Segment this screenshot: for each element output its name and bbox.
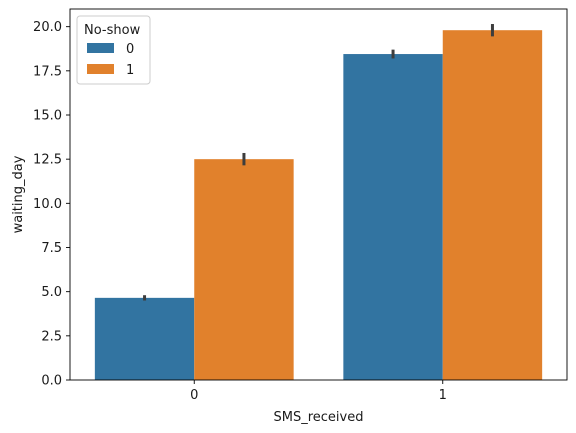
errorbars-layer	[143, 24, 494, 301]
y-tick-label: 17.5	[33, 64, 62, 79]
bar-series-0-cat-0	[94, 297, 195, 380]
legend-label-0: 0	[126, 42, 134, 57]
y-axis-label: waiting_day	[11, 155, 26, 233]
legend-label-1: 1	[126, 63, 134, 78]
bar-series-0-cat-1	[343, 54, 443, 381]
legend: No-show 0 1	[76, 15, 151, 85]
legend-title: No-show	[84, 23, 141, 38]
legend-swatch-0	[87, 43, 114, 53]
x-axis-label: SMS_received	[274, 410, 364, 425]
y-tick-label: 2.5	[41, 329, 62, 344]
y-tick-label: 15.0	[33, 109, 62, 124]
legend-swatch-1	[87, 64, 114, 74]
y-tick-label: 20.0	[33, 20, 62, 35]
y-tick-label: 0.0	[41, 374, 62, 389]
y-tick-label: 10.0	[33, 197, 62, 212]
plot-frame	[69, 8, 568, 381]
y-tick-label: 7.5	[41, 241, 62, 256]
y-axis: 0.0 2.5 5.0 7.5 10.0 12.5 15.0 17.5 20.0	[33, 20, 70, 389]
bar-series-1-cat-1	[442, 30, 543, 380]
x-tick-label: 1	[439, 388, 447, 403]
y-tick-label: 12.5	[33, 153, 62, 168]
x-tick-label: 0	[190, 388, 198, 403]
bar-series-1-cat-0	[194, 159, 294, 380]
bars-layer	[94, 30, 543, 381]
y-tick-label: 5.0	[41, 285, 62, 300]
